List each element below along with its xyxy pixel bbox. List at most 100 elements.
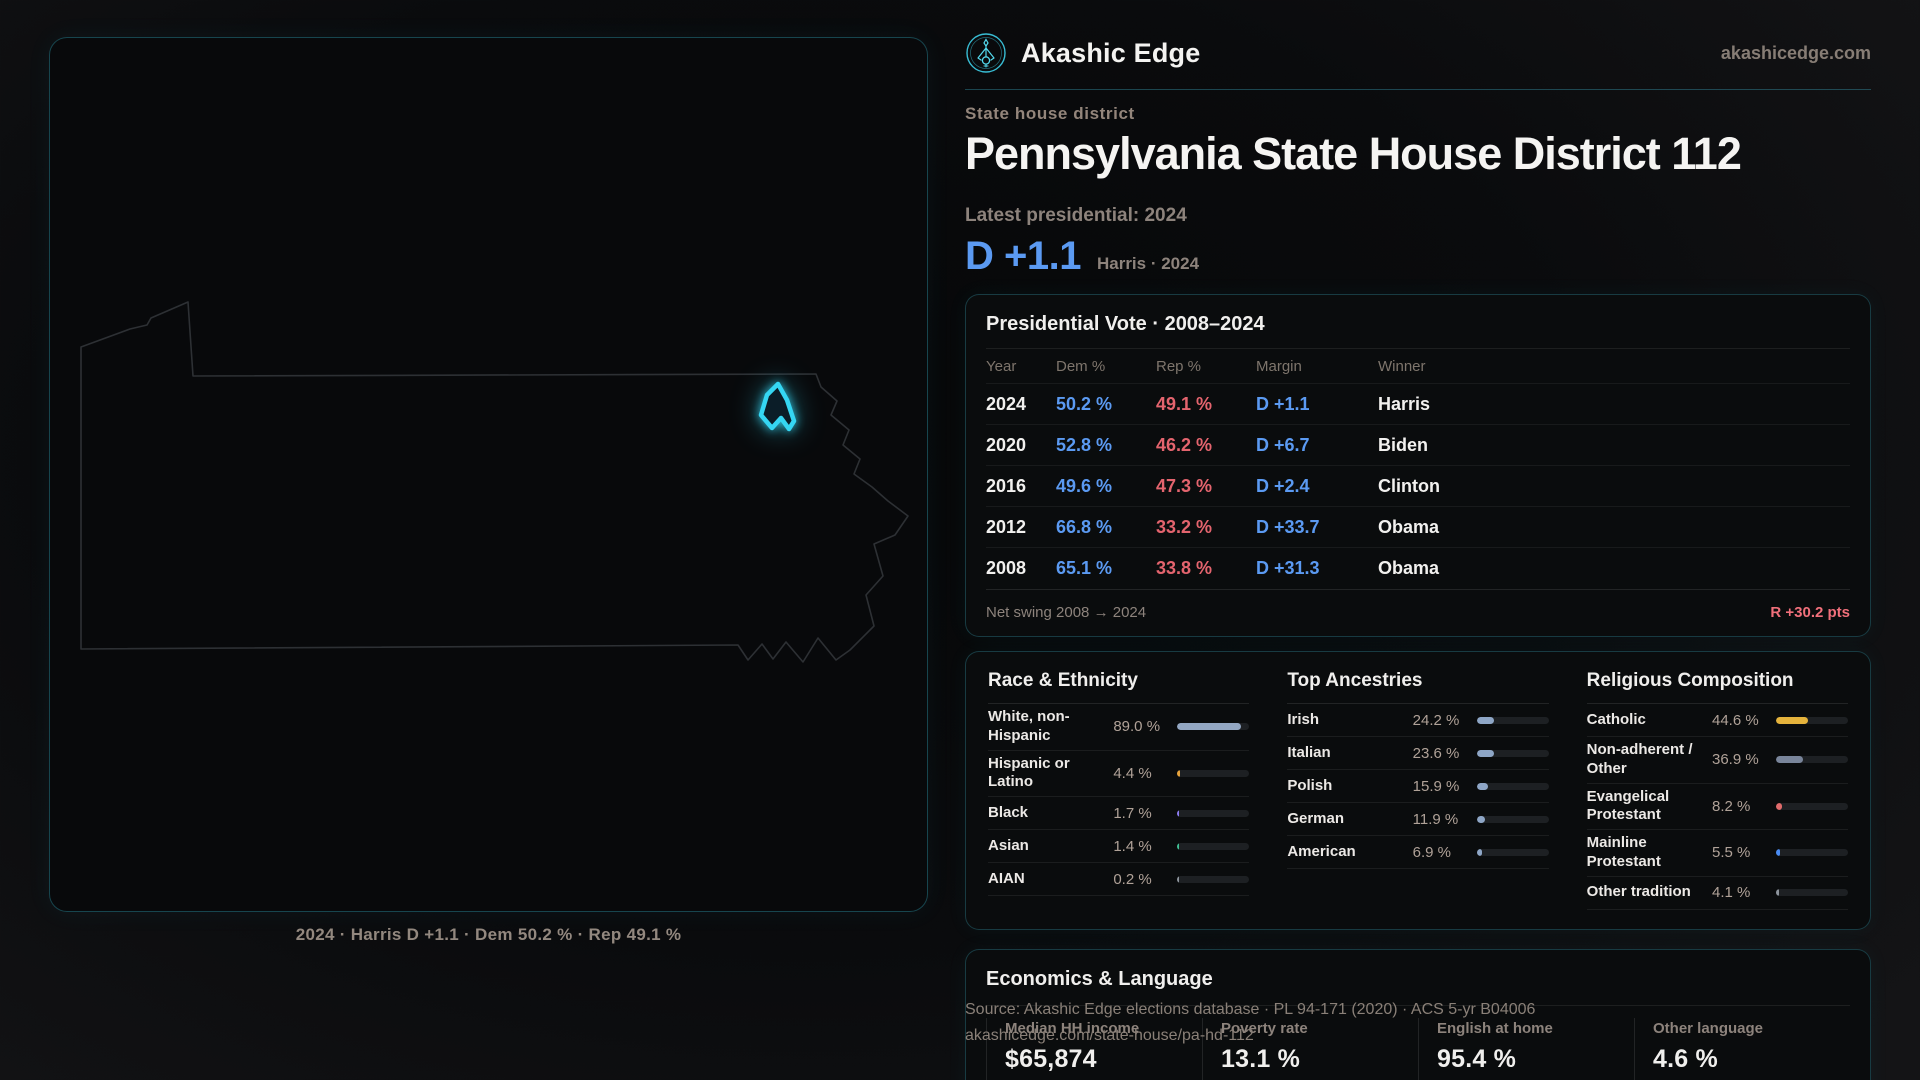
ancestry-value: 11.9 %	[1412, 810, 1459, 828]
bar-track	[1776, 889, 1848, 896]
bar-fill	[1776, 849, 1780, 857]
bar-track	[1776, 716, 1848, 724]
ancestry-label: American	[1287, 842, 1356, 860]
list-item: Evangelical Protestant 8.2 %	[1586, 784, 1848, 830]
list-item: Other tradition 4.1 %	[1586, 877, 1848, 910]
race-label: White, non-Hispanic	[988, 708, 1070, 744]
cell-year: 2008	[986, 557, 1027, 578]
cell-margin: D +31.3	[1256, 557, 1320, 578]
stat-label: English at home	[1437, 1020, 1553, 1037]
cell-margin: D +1.1	[1256, 393, 1310, 414]
religion-label: Other tradition	[1586, 883, 1691, 901]
col-header-dem: Dem %	[1056, 357, 1106, 375]
religion-label: Evangelical Protestant	[1586, 787, 1670, 824]
top-ancestries-panel: Top Ancestries Irish 24.2 % Italian 23.6…	[1287, 670, 1549, 910]
bar-track	[1476, 815, 1549, 823]
stat-label: Poverty rate	[1221, 1020, 1308, 1037]
source-line: Source: Akashic Edge elections database …	[965, 1001, 1536, 1018]
pennsylvania-outline	[80, 301, 909, 663]
bar-track	[1476, 716, 1549, 724]
bar-track	[1177, 842, 1250, 850]
bar-fill	[1177, 723, 1242, 731]
stat-value: 4.6 %	[1653, 1045, 1718, 1073]
stat-other-language: Other language 4.6 %	[1634, 1018, 1850, 1080]
divider	[986, 348, 1850, 349]
ancestry-value: 23.6 %	[1412, 744, 1460, 762]
bar-track	[1177, 723, 1250, 731]
bar-fill	[1776, 889, 1779, 896]
race-label: Hispanic or Latino	[988, 754, 1070, 791]
map-caption: 2024 · Harris D +1.1 · Dem 50.2 % · Rep …	[295, 925, 682, 944]
stat-english-at-home: English at home 95.4 %	[1418, 1018, 1634, 1080]
col-header-winner: Winner	[1378, 357, 1426, 375]
header-divider	[965, 89, 1871, 90]
district-112-shape[interactable]	[758, 381, 797, 432]
list-item: AIAN 0.2 %	[988, 863, 1250, 896]
cell-winner: Clinton	[1378, 475, 1440, 496]
demographics-card: Race & Ethnicity White, non-Hispanic 89.…	[965, 651, 1871, 930]
race-value: 1.4 %	[1113, 837, 1152, 855]
cell-winner: Biden	[1378, 434, 1429, 455]
bar-fill	[1476, 716, 1495, 724]
cell-dem: 66.8 %	[1056, 516, 1113, 537]
table-row: 2012 66.8 % 33.2 % D +33.7 Obama	[986, 506, 1850, 547]
district-map-card	[49, 37, 928, 912]
list-item: Irish 24.2 %	[1287, 704, 1549, 737]
bar-fill	[1476, 815, 1486, 823]
list-item: Black 1.7 %	[988, 797, 1250, 830]
pennsylvania-map	[80, 301, 909, 663]
cell-year: 2024	[986, 393, 1027, 414]
list-item: American 6.9 %	[1287, 836, 1549, 869]
net-swing-label: Net swing 2008 → 2024	[986, 604, 1147, 621]
religion-value: 8.2 %	[1712, 797, 1751, 815]
race-label: AIAN	[988, 869, 1025, 887]
table-row: 2024 50.2 % 49.1 % D +1.1 Harris	[986, 383, 1850, 424]
list-item: German 11.9 %	[1287, 803, 1549, 836]
col-header-year: Year	[986, 357, 1017, 375]
race-value: 1.7 %	[1113, 804, 1152, 822]
race-ethnicity-title: Race & Ethnicity	[988, 670, 1250, 704]
list-item: Asian 1.4 %	[988, 830, 1250, 863]
cell-margin: D +6.7	[1256, 434, 1310, 455]
net-swing-row: Net swing 2008 → 2024 R +30.2 pts	[986, 589, 1850, 635]
table-row: 2020 52.8 % 46.2 % D +6.7 Biden	[986, 424, 1850, 465]
race-value: 89.0 %	[1113, 718, 1161, 736]
source-url[interactable]: akashicedge.com/state-house/pa-hd-112	[965, 1027, 1254, 1044]
list-item: Non-adherent / Other 36.9 %	[1586, 737, 1848, 784]
bar-track	[1177, 875, 1250, 883]
cell-year: 2016	[986, 475, 1027, 496]
table-row: 2008 65.1 % 33.8 % D +31.3 Obama	[986, 547, 1850, 588]
stat-poverty-rate: Poverty rate 13.1 %	[1202, 1018, 1418, 1080]
stat-value: $65,874	[1005, 1045, 1097, 1073]
ancestry-label: Irish	[1287, 710, 1320, 728]
religion-label: Catholic	[1586, 710, 1646, 728]
list-item: Italian 23.6 %	[1287, 737, 1549, 770]
site-domain: akashicedge.com	[1720, 42, 1871, 63]
cell-rep: 33.8 %	[1156, 557, 1213, 578]
cell-rep: 46.2 %	[1156, 434, 1213, 455]
cell-year: 2020	[986, 434, 1027, 455]
table-header-row: Year Dem % Rep % Margin Winner	[986, 349, 1850, 383]
top-ancestries-title: Top Ancestries	[1287, 670, 1549, 704]
cell-dem: 49.6 %	[1056, 475, 1113, 496]
brand-name: Akashic Edge	[1021, 37, 1201, 68]
bar-track	[1476, 749, 1549, 757]
ancestry-label: German	[1287, 809, 1345, 827]
bar-fill	[1776, 802, 1782, 810]
headline-margin: D +1.1 Harris · 2024	[965, 234, 1199, 279]
source-note: Source: Akashic Edge elections database …	[965, 997, 1535, 1049]
religion-value: 44.6 %	[1712, 711, 1759, 729]
list-item: Hispanic or Latino 4.4 %	[988, 751, 1250, 797]
cell-margin: D +33.7	[1256, 516, 1320, 537]
stat-value: 13.1 %	[1221, 1045, 1301, 1073]
list-item: White, non-Hispanic 89.0 %	[988, 704, 1250, 751]
ancestry-label: Polish	[1287, 776, 1333, 794]
religion-label: Mainline Protestant	[1586, 834, 1661, 870]
bar-track	[1476, 848, 1549, 856]
bar-fill	[1177, 809, 1180, 817]
col-header-rep: Rep %	[1156, 357, 1202, 375]
bar-fill	[1476, 848, 1482, 856]
bar-fill	[1177, 875, 1180, 883]
ancestry-value: 15.9 %	[1412, 777, 1460, 795]
stat-value: 95.4 %	[1437, 1045, 1517, 1073]
